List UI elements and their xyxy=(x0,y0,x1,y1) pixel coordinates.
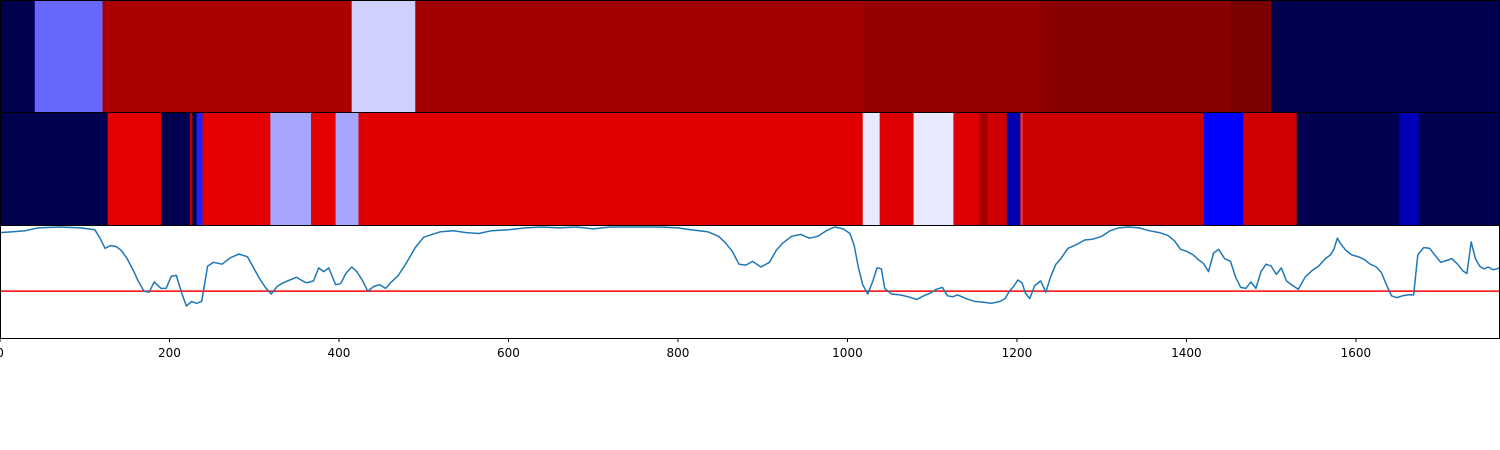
heatmap-segment xyxy=(0,112,109,225)
x-tick-label: 200 xyxy=(158,346,181,360)
heatmap-segment xyxy=(192,112,198,225)
heatmap-segment xyxy=(1243,112,1298,225)
heatmap-segment xyxy=(1399,112,1420,225)
heatmap-segment xyxy=(1230,0,1272,112)
heatmap-middle xyxy=(0,112,1500,225)
heatmap-segment xyxy=(987,112,1008,225)
heatmap-segment xyxy=(0,0,36,112)
heatmap-segment xyxy=(1418,112,1500,225)
x-tick-label: 1200 xyxy=(1002,346,1033,360)
heatmap-segment xyxy=(311,112,337,225)
heatmap-segment xyxy=(1203,112,1244,225)
heatmap-segment xyxy=(1022,112,1204,225)
heatmap-segment xyxy=(335,112,359,225)
heatmap-segment xyxy=(34,0,104,112)
line-panel xyxy=(0,226,1500,307)
x-tick-label: 1400 xyxy=(1171,346,1202,360)
x-tick-label: 1600 xyxy=(1341,346,1372,360)
x-tick-label: 1000 xyxy=(832,346,863,360)
heatmap-segment xyxy=(161,112,191,225)
heatmap-segment xyxy=(351,0,416,112)
heatmap-segment xyxy=(1271,0,1500,112)
heatmap-segment xyxy=(879,112,915,225)
x-tick-label: 400 xyxy=(328,346,351,360)
x-tick-label: 0 xyxy=(0,346,4,360)
heatmap-segment xyxy=(358,112,864,225)
panel-frame-line xyxy=(0,225,1500,339)
heatmap-segment xyxy=(1296,112,1400,225)
series-line xyxy=(0,226,1500,307)
heatmap-top xyxy=(0,0,1500,112)
heatmap-segment xyxy=(107,112,162,225)
heatmap-segment xyxy=(953,112,980,225)
heatmap-segment xyxy=(102,0,353,112)
x-axis: 0 200 400 600 800 1000 1200 1400 1600 xyxy=(0,338,1371,360)
heatmap-segment xyxy=(196,112,204,225)
heatmap-segment xyxy=(981,112,988,225)
x-tick-label: 600 xyxy=(497,346,520,360)
heatmap-segment xyxy=(202,112,271,225)
heatmap-segment xyxy=(913,112,954,225)
heatmap-segment xyxy=(270,112,312,225)
heatmap-segment xyxy=(1006,112,1021,225)
heatmap-segment xyxy=(1040,0,1232,112)
heatmap-segment xyxy=(862,112,881,225)
heatmap-segment xyxy=(415,0,864,112)
heatmap-segment xyxy=(1020,112,1024,225)
heatmap-segment xyxy=(862,0,1042,112)
heatmap-segment xyxy=(189,112,193,225)
x-tick-label: 800 xyxy=(667,346,690,360)
heatmap-segment xyxy=(978,112,982,225)
